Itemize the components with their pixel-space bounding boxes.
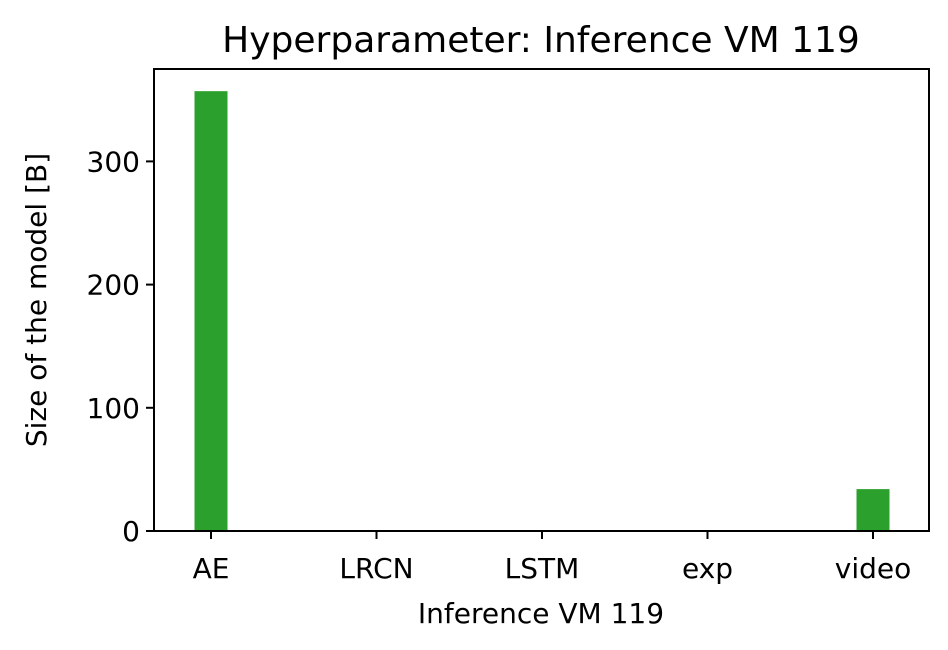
- x-tick-label: LSTM: [505, 552, 580, 585]
- x-tick-label: exp: [682, 552, 733, 585]
- x-tick-label: video: [835, 552, 911, 585]
- bar-ae: [194, 91, 228, 532]
- y-axis-label: Size of the model [B]: [20, 153, 53, 447]
- y-tick-label: 100: [87, 392, 140, 425]
- x-tick-label: AE: [193, 552, 230, 585]
- x-axis: AE LRCN LSTM exp video: [193, 531, 911, 585]
- y-tick-label: 200: [87, 269, 140, 302]
- x-tick-label: LRCN: [339, 552, 413, 585]
- chart-title: Hyperparameter: Inference VM 119: [222, 20, 860, 61]
- y-tick-label: 300: [87, 145, 140, 178]
- y-tick-label: 0: [122, 515, 140, 548]
- bar-video: [856, 489, 890, 531]
- bars-group: [194, 91, 890, 532]
- y-axis: 0 100 200 300: [87, 145, 154, 548]
- plot-frame: [153, 68, 930, 532]
- x-axis-label: Inference VM 119: [418, 597, 664, 630]
